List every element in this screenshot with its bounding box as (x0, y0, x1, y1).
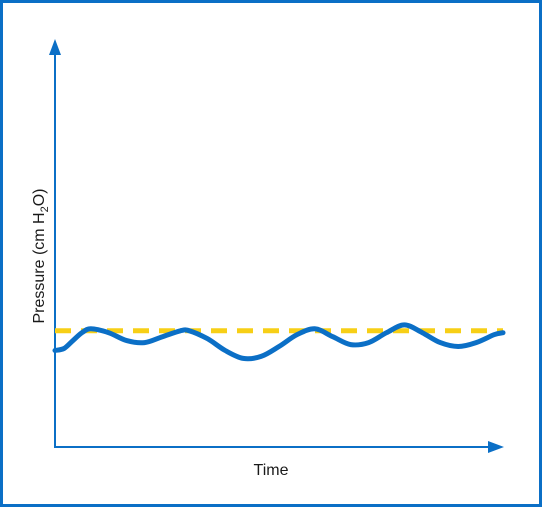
y-axis-label-subscript: 2 (39, 206, 51, 212)
y-axis-label: Pressure (cm H2O) (31, 188, 51, 323)
x-axis-label: Time (254, 462, 289, 479)
pressure-time-chart: Time Pressure (cm H2O) (31, 39, 506, 479)
pressure-wave-line (52, 322, 506, 362)
plot-area (52, 322, 506, 362)
y-axis-label-prefix: Pressure (cm H (31, 212, 48, 323)
x-axis-arrowhead (488, 441, 504, 453)
y-axis-label-suffix: O) (31, 188, 48, 206)
y-axis-arrowhead (49, 39, 61, 55)
axes (49, 39, 504, 453)
